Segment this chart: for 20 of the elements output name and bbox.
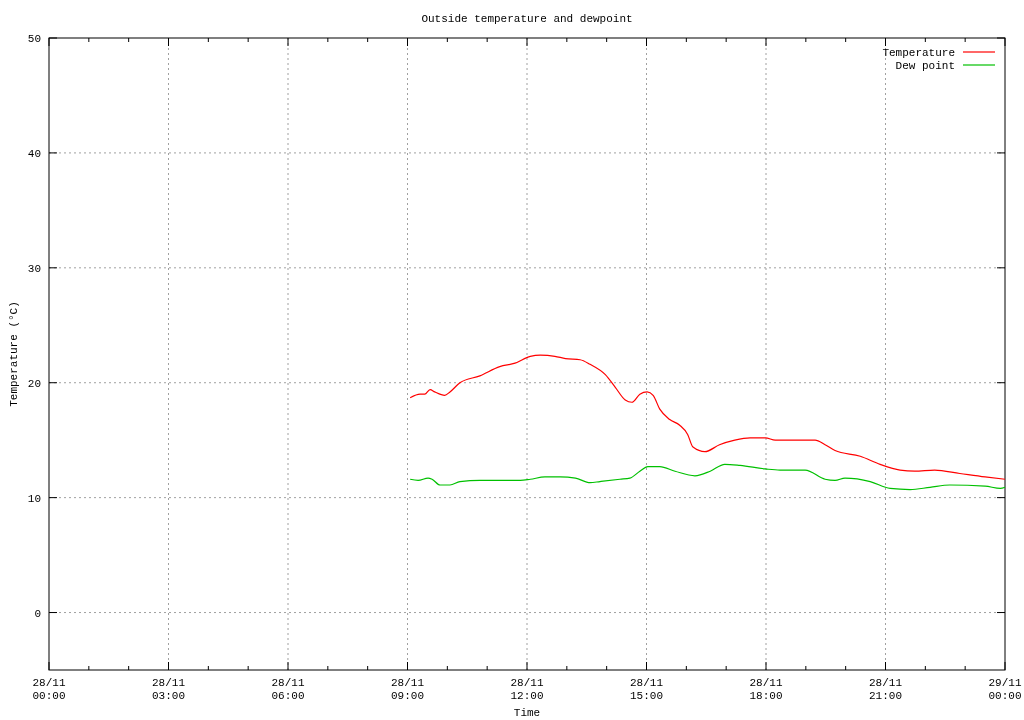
x-tick-label: 28/11 12:00: [510, 677, 544, 702]
x-tick-label: 28/11 09:00: [390, 677, 425, 702]
x-tick-label: 28/11 18:00: [749, 677, 783, 702]
legend-label: Dew point: [895, 60, 955, 72]
x-tick-label: 28/11 06:00: [271, 677, 305, 702]
x-tick-label: 29/11 00:00: [988, 677, 1022, 702]
y-tick-label: 10: [27, 492, 41, 505]
y-tick-label: 40: [27, 147, 41, 160]
x-tick-label: 28/11 21:00: [868, 677, 903, 702]
x-tick-label: 28/11 15:00: [629, 677, 664, 702]
y-axis-title: Temperature (°C): [8, 301, 20, 407]
y-tick-label: 20: [27, 377, 41, 390]
y-tick-label: 0: [34, 607, 41, 620]
y-tick-label: 50: [27, 33, 41, 45]
x-axis-title: Time: [513, 707, 541, 719]
chart-title: Outside temperature and dewpoint: [421, 13, 633, 25]
x-tick-label: 28/11 00:00: [32, 677, 66, 702]
x-tick-label: 28/11 03:00: [151, 677, 186, 702]
y-tick-label: 30: [27, 262, 41, 275]
legend-label: Temperature: [882, 47, 955, 59]
